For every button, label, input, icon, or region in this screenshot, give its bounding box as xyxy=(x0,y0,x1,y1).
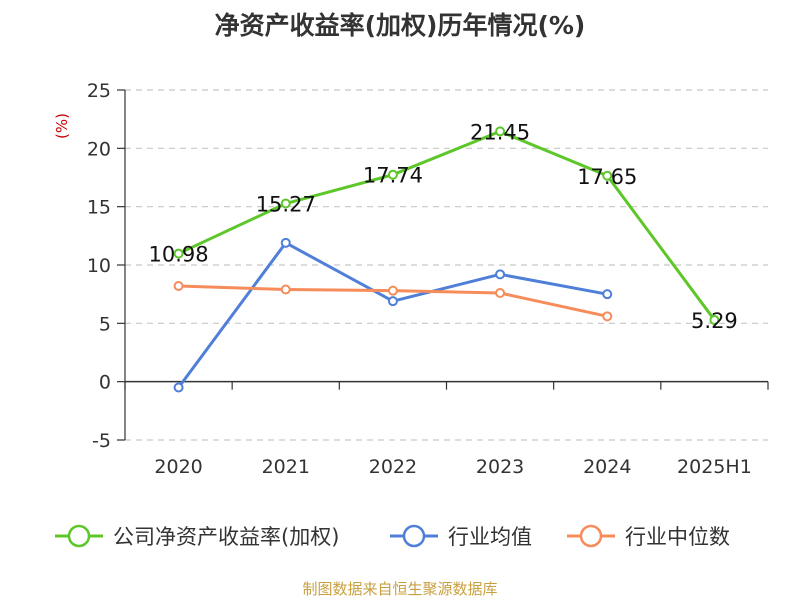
data-point xyxy=(495,269,506,280)
data-labels: 10.98 15.27 17.74 21.45 17.65 5.29 xyxy=(149,120,738,333)
data-point xyxy=(280,237,291,248)
data-label: 17.65 xyxy=(577,165,637,189)
legend-label: 行业均值 xyxy=(448,525,532,549)
data-point xyxy=(602,289,613,300)
data-point xyxy=(173,281,184,291)
y-tick-label: 5 xyxy=(99,313,111,335)
legend-marker xyxy=(579,524,603,548)
axes: -5 0 5 10 15 20 25 2020 2021 2022 2023 2024 2025H1 (%… xyxy=(53,80,769,478)
legend-marker xyxy=(402,524,426,548)
x-tick-label: 2023 xyxy=(476,456,524,478)
y-tick-label: 0 xyxy=(99,372,111,394)
legend-marker xyxy=(67,524,91,548)
data-point xyxy=(709,314,720,325)
data-point xyxy=(602,311,613,322)
y-axis-unit: (%) xyxy=(53,113,71,139)
data-point xyxy=(280,198,291,209)
data-label: 15.27 xyxy=(256,193,316,217)
grid-lines xyxy=(125,89,768,441)
x-tick-label: 2024 xyxy=(583,456,631,478)
data-point xyxy=(173,248,184,259)
x-tick-label: 2021 xyxy=(262,456,310,478)
x-tick-label: 2025H1 xyxy=(677,456,752,478)
y-tick-label: 20 xyxy=(87,138,111,160)
data-label: 5.29 xyxy=(691,309,738,333)
y-tick-label: -5 xyxy=(92,430,111,452)
data-label: 17.74 xyxy=(363,164,423,188)
legend: 公司净资产收益率(加权) 行业均值 行业中位数 xyxy=(55,524,730,549)
legend-label: 公司净资产收益率(加权) xyxy=(113,525,339,549)
series-line xyxy=(177,129,716,321)
x-tick-label: 2020 xyxy=(154,456,202,478)
series-lines xyxy=(173,126,720,393)
source-note: 制图数据来自恒生聚源数据库 xyxy=(302,580,498,598)
y-tick-label: 15 xyxy=(87,197,111,219)
data-point xyxy=(495,288,506,298)
data-point xyxy=(602,170,613,181)
data-point xyxy=(495,126,506,137)
chart-title: 净资产收益率(加权)历年情况(%) xyxy=(214,11,586,40)
data-point xyxy=(387,285,398,296)
y-tick-label: 10 xyxy=(87,255,111,277)
data-point xyxy=(387,169,398,180)
data-point xyxy=(387,296,398,307)
data-point xyxy=(173,382,184,393)
legend-label: 行业中位数 xyxy=(625,525,730,549)
data-point xyxy=(280,284,291,295)
data-label: 21.45 xyxy=(470,120,530,144)
y-tick-label: 25 xyxy=(87,80,111,102)
data-label: 10.98 xyxy=(149,243,209,267)
x-tick-label: 2022 xyxy=(369,456,417,478)
